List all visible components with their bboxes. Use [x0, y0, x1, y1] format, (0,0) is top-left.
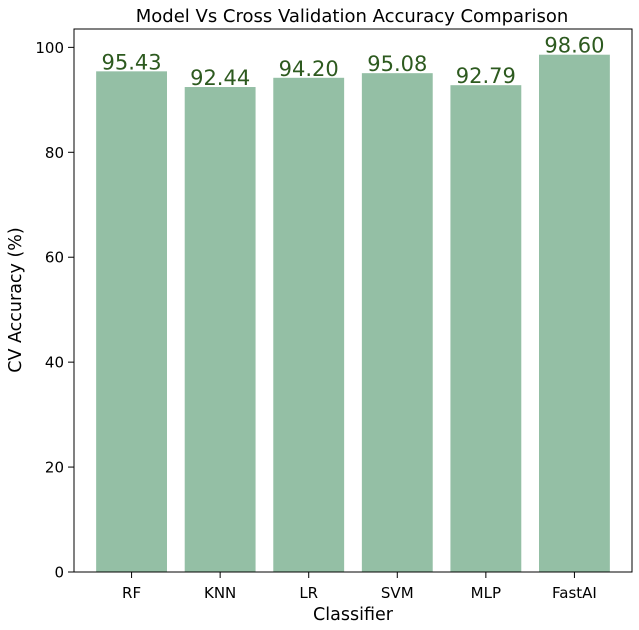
data-label-rf: 95.43 — [102, 50, 162, 74]
bar-knn — [184, 87, 256, 572]
y-tick-label: 100 — [35, 39, 64, 57]
plot-area: 95.43 92.44 94.20 95.08 92.79 98.60 — [96, 34, 610, 573]
data-label-lr: 94.20 — [279, 57, 339, 81]
x-tick-label-knn: KNN — [204, 584, 236, 602]
y-tick-label: 0 — [54, 564, 64, 582]
data-label-fastai: 98.60 — [544, 34, 604, 58]
y-axis-title: CV Accuracy (%) — [6, 227, 26, 373]
y-tick-label: 60 — [45, 249, 64, 267]
bar-mlp — [450, 85, 522, 573]
y-tick-label: 20 — [45, 459, 64, 477]
plot-frame — [73, 28, 633, 573]
x-tick-label-svm: SVM — [381, 584, 414, 602]
x-tick-label-rf: RF — [122, 584, 141, 602]
x-axis-title: Classifier — [313, 605, 394, 625]
x-tick-label-fastai: FastAI — [552, 584, 597, 602]
y-tick-label: 80 — [45, 144, 64, 162]
y-axis: 0 20 40 60 80 100 — [35, 39, 74, 582]
y-tick-label: 40 — [45, 354, 64, 372]
data-label-mlp: 92.79 — [456, 64, 516, 88]
data-label-svm: 95.08 — [367, 52, 427, 76]
bar-rf — [96, 71, 167, 573]
x-axis: RF KNN LR SVM MLP FastAI — [122, 572, 597, 602]
chart-title: Model Vs Cross Validation Accuracy Compa… — [136, 6, 569, 27]
bar-svm — [361, 73, 433, 572]
x-tick-label-lr: LR — [299, 584, 318, 602]
x-tick-label-mlp: MLP — [471, 584, 501, 602]
bar-fastai — [539, 54, 610, 572]
data-label-knn: 92.44 — [190, 66, 250, 90]
bar-lr — [273, 77, 345, 572]
